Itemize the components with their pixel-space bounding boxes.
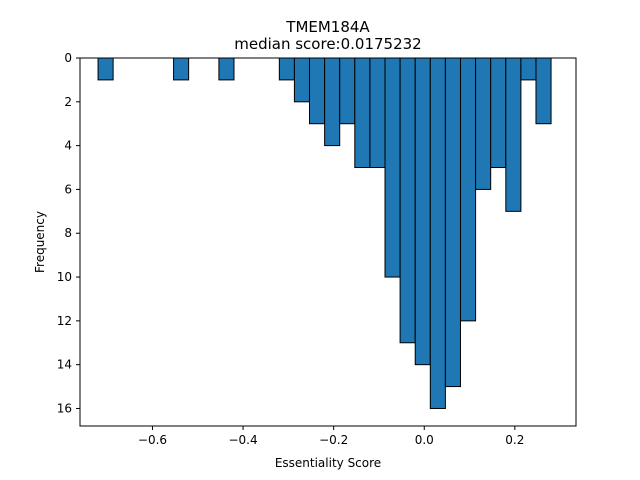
chart-subtitle: median score:0.0175232 <box>234 35 421 53</box>
y-tick-label: 0 <box>64 51 72 65</box>
bars-group <box>97 57 552 409</box>
histogram-bar <box>339 57 356 125</box>
histogram-bar <box>324 57 341 147</box>
histogram-bar <box>354 57 371 169</box>
histogram-bar <box>490 57 507 169</box>
y-tick-label: 6 <box>64 182 72 196</box>
histogram-bar <box>384 57 401 278</box>
y-tick-label: 14 <box>57 358 72 372</box>
histogram-bar <box>369 57 386 169</box>
histogram-bar <box>535 57 552 125</box>
x-axis-ticks: −0.6 −0.4 −0.2 0.0 0.2 <box>138 426 524 447</box>
histogram-bar <box>173 57 190 81</box>
histogram-bar <box>218 57 235 81</box>
histogram-bar <box>520 57 537 81</box>
x-axis-label: Essentiality Score <box>275 456 381 470</box>
histogram-bar <box>475 57 492 190</box>
plot-frame <box>79 57 577 427</box>
y-tick-label: 12 <box>57 314 72 328</box>
histogram-bar <box>444 57 461 388</box>
histogram-bar <box>505 57 522 212</box>
y-tick-label: 10 <box>57 270 72 284</box>
histogram-bar <box>293 57 310 103</box>
y-axis-label: Frequency <box>33 211 47 273</box>
histogram-bar <box>460 57 477 322</box>
y-axis-ticks: 0 2 4 6 8 10 12 14 16 <box>57 51 80 415</box>
histogram-bar <box>97 57 114 81</box>
chart-title: TMEM184A <box>285 18 370 36</box>
y-tick-label: 8 <box>64 226 72 240</box>
y-tick-label: 16 <box>57 401 72 415</box>
histogram-bar <box>399 57 416 344</box>
histogram-bar <box>414 57 431 366</box>
x-tick-label: 0.2 <box>505 433 524 447</box>
histogram-bar <box>429 57 446 409</box>
x-tick-label: −0.4 <box>228 433 257 447</box>
histogram-bar <box>278 57 295 81</box>
x-tick-label: −0.6 <box>138 433 167 447</box>
x-tick-label: −0.2 <box>319 433 348 447</box>
y-tick-label: 2 <box>64 95 72 109</box>
histogram-bar <box>308 57 326 125</box>
y-tick-label: 4 <box>64 139 72 153</box>
x-tick-label: 0.0 <box>415 433 434 447</box>
